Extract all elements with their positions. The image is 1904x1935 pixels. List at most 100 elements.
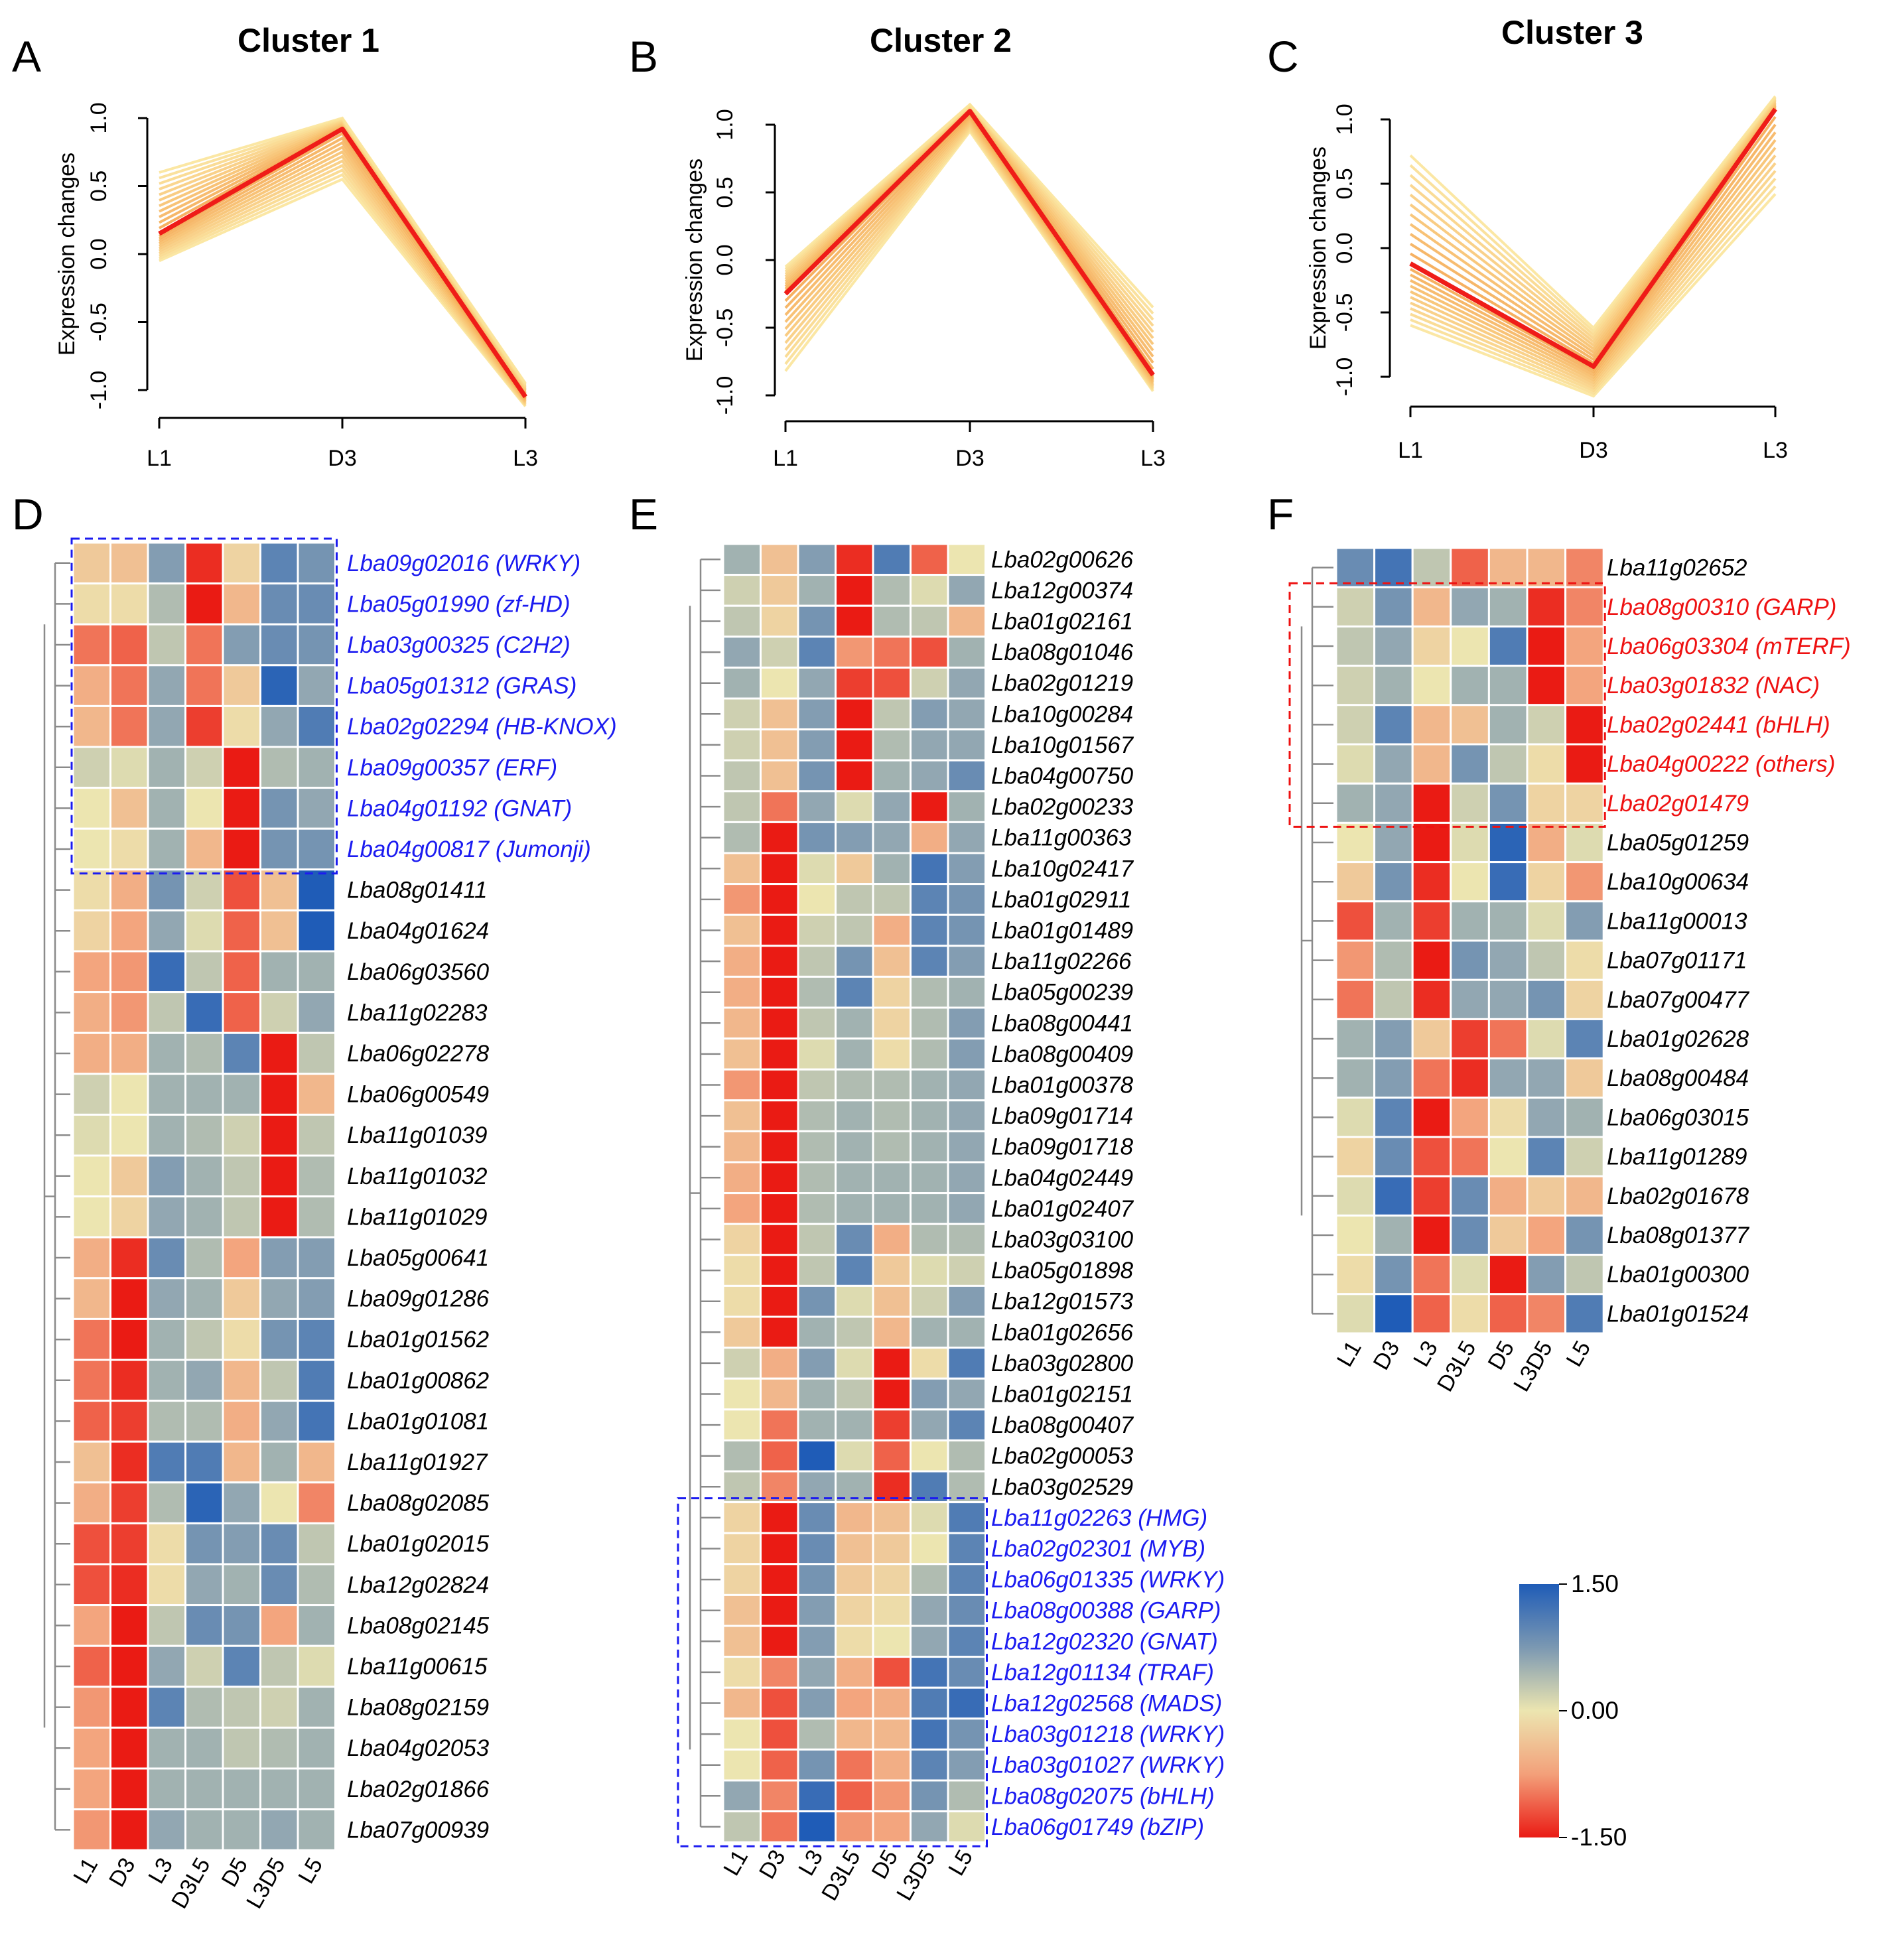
- gene-label: Lba01g00378: [991, 1073, 1134, 1099]
- heat-cell: [72, 1073, 111, 1116]
- heat-cell: [760, 1192, 799, 1225]
- x-tick-label: L3: [513, 446, 538, 471]
- heat-cell: [1526, 1057, 1567, 1099]
- heat-cell: [760, 1748, 799, 1782]
- heat-cell: [947, 1501, 986, 1534]
- heat-cell: [797, 1439, 837, 1473]
- gene-label: Lba06g03304 (mTERF): [1607, 634, 1851, 659]
- heat-cell: [722, 1686, 762, 1720]
- heat-cell: [1335, 1214, 1376, 1256]
- gene-label: Lba02g02301 (MYB): [991, 1536, 1205, 1562]
- centroid-line: [783, 109, 1155, 377]
- heat-cell: [259, 1277, 299, 1320]
- heat-cell: [259, 582, 299, 626]
- heat-cell: [797, 635, 837, 669]
- heat-cell: [147, 1400, 186, 1443]
- heat-cell: [760, 697, 799, 731]
- heat-cell: [72, 664, 111, 707]
- heat-cell: [1564, 547, 1605, 588]
- heat-cell: [760, 1037, 799, 1071]
- heat-cell: [1564, 900, 1605, 942]
- heat-cell: [147, 909, 186, 953]
- heat-cell: [872, 1779, 912, 1813]
- gene-label: Lba02g01866: [347, 1776, 490, 1802]
- heat-cell: [872, 1192, 912, 1225]
- heat-cell: [72, 1154, 111, 1198]
- gene-label: Lba04g01192 (GNAT): [347, 795, 572, 821]
- gene-label: Lba08g02085: [347, 1491, 490, 1516]
- gene-label: Lba04g01624: [347, 918, 489, 944]
- heat-cell: [259, 1767, 299, 1811]
- column-label: D3L5: [1432, 1337, 1481, 1396]
- heat-cell: [222, 991, 261, 1034]
- heat-cell: [910, 1439, 949, 1473]
- y-tick-label: 0.5: [1332, 168, 1357, 199]
- heat-cell: [835, 1593, 874, 1627]
- heat-cell: [1335, 665, 1376, 706]
- heat-cell: [722, 1656, 762, 1689]
- heat-cell: [1526, 1175, 1567, 1217]
- member-trace: [1410, 147, 1777, 382]
- heat-cell: [1373, 1057, 1414, 1099]
- heat-cell: [147, 1073, 186, 1116]
- heat-cell: [835, 821, 874, 854]
- heat-cell: [1373, 665, 1414, 706]
- heat-cell: [184, 1277, 224, 1320]
- heat-cell: [147, 1277, 186, 1320]
- heat-cell: [259, 1563, 299, 1607]
- heat-cell: [1564, 1254, 1605, 1296]
- gene-label: Lba05g01312 (GRAS): [347, 673, 577, 699]
- heat-cell: [1450, 1293, 1490, 1335]
- heat-cell: [947, 1593, 986, 1627]
- heat-cell: [910, 1377, 949, 1411]
- heat-cell: [72, 1236, 111, 1280]
- gene-label: Lba10g00634: [1607, 869, 1749, 895]
- column-label: L3D5: [892, 1845, 941, 1904]
- heat-cell: [872, 1625, 912, 1658]
- heat-cell: [797, 1161, 837, 1195]
- heat-cell: [1373, 1136, 1414, 1177]
- heat-cell: [222, 664, 261, 707]
- heat-cell: [297, 1522, 336, 1566]
- heat-cell: [222, 1317, 261, 1361]
- heat-cell: [259, 991, 299, 1034]
- gene-label: Lba02g02441 (bHLH): [1607, 712, 1830, 738]
- heat-cell: [1487, 1254, 1529, 1296]
- column-label: D3: [104, 1853, 141, 1891]
- member-trace: [784, 120, 1154, 385]
- gene-label: Lba06g01749 (bZIP): [991, 1814, 1204, 1840]
- gene-label: Lba03g03100: [991, 1227, 1134, 1253]
- heat-cell: [109, 704, 149, 748]
- heat-cell: [1564, 586, 1605, 628]
- heat-cell: [1526, 665, 1567, 706]
- heat-cell: [760, 1501, 799, 1534]
- heat-cell: [109, 1767, 149, 1811]
- heat-cell: [910, 666, 949, 700]
- heat-cell: [910, 945, 949, 978]
- heat-cell: [297, 1726, 336, 1770]
- heat-cell: [72, 787, 111, 830]
- heat-cell: [835, 1439, 874, 1473]
- heat-cell: [1411, 900, 1452, 942]
- heat-cell: [835, 604, 874, 638]
- heat-cell: [297, 991, 336, 1034]
- heat-cell: [184, 1359, 224, 1402]
- heat-cell: [835, 1037, 874, 1071]
- heat-cell: [109, 1481, 149, 1524]
- heat-cell: [947, 1254, 986, 1287]
- heat-cell: [797, 1099, 837, 1132]
- heat-cell: [722, 1223, 762, 1256]
- heat-cell: [872, 913, 912, 947]
- y-tick-label: -1.0: [1332, 358, 1357, 397]
- heat-cell: [184, 1154, 224, 1198]
- heat-cell: [722, 1779, 762, 1813]
- gene-label: Lba11g02266: [991, 949, 1132, 974]
- heat-cell: [1487, 625, 1529, 667]
- heat-cell: [147, 950, 186, 994]
- heat-cell: [259, 746, 299, 789]
- y-tick-label: -1.0: [86, 371, 111, 410]
- heat-cell: [947, 1439, 986, 1473]
- gene-label: Lba01g02911: [991, 887, 1132, 913]
- heat-cell: [147, 1236, 186, 1280]
- gene-label: Lba08g02145: [347, 1613, 490, 1638]
